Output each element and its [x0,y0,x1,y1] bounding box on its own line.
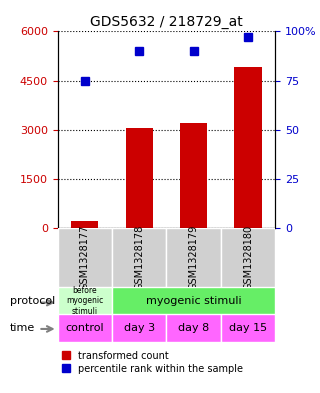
FancyBboxPatch shape [112,314,166,342]
FancyBboxPatch shape [112,287,275,314]
Text: GSM1328180: GSM1328180 [243,225,253,290]
FancyBboxPatch shape [58,287,112,314]
Text: GSM1328179: GSM1328179 [188,225,199,290]
Text: protocol: protocol [10,296,55,306]
FancyBboxPatch shape [221,228,275,287]
Text: day 8: day 8 [178,323,209,333]
Bar [235,68,262,228]
Text: GSM1328178: GSM1328178 [134,225,144,290]
Text: myogenic stimuli: myogenic stimuli [146,296,241,306]
Text: control: control [66,323,104,333]
Text: before
myogenic
stimuli: before myogenic stimuli [66,286,103,316]
Text: GSM1328177: GSM1328177 [80,225,90,290]
Bar [180,123,207,228]
Text: day 15: day 15 [229,323,267,333]
Bar [71,221,99,228]
FancyBboxPatch shape [58,314,112,342]
FancyBboxPatch shape [221,314,275,342]
Legend: transformed count, percentile rank within the sample: transformed count, percentile rank withi… [62,351,243,374]
Text: time: time [10,323,35,333]
Bar [126,128,153,228]
FancyBboxPatch shape [58,228,112,287]
Title: GDS5632 / 218729_at: GDS5632 / 218729_at [90,15,243,29]
FancyBboxPatch shape [112,228,166,287]
FancyBboxPatch shape [166,314,221,342]
Text: day 3: day 3 [124,323,155,333]
FancyBboxPatch shape [166,228,221,287]
